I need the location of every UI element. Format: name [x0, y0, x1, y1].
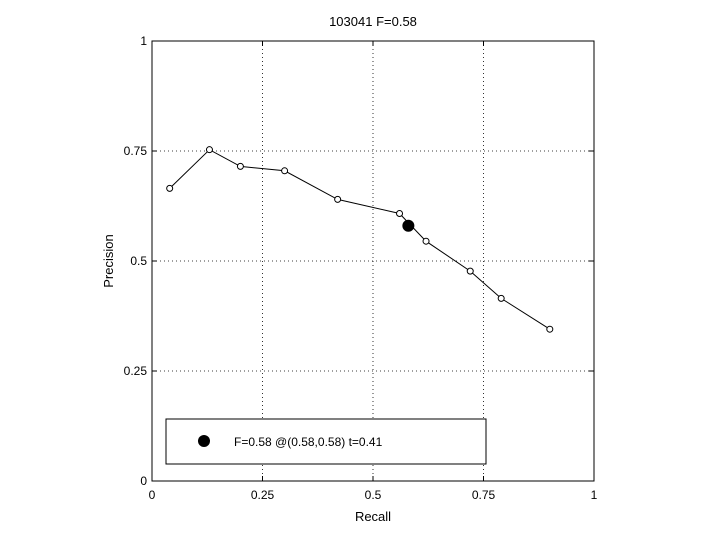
legend-marker [198, 435, 210, 447]
legend: F=0.58 @(0.58,0.58) t=0.41 [165, 418, 487, 465]
series [166, 146, 554, 333]
y-tick-label: 0.75 [124, 144, 148, 158]
legend-box [165, 418, 487, 465]
y-tick-labels: 0 0.25 0.5 0.75 1 [124, 34, 148, 488]
x-tick-label: 0.5 [365, 488, 382, 502]
optimal-point-marker [402, 219, 415, 232]
x-tick-label: 1 [591, 488, 598, 502]
y-tick-label: 0 [140, 474, 147, 488]
data-point [466, 267, 474, 275]
x-tick-label: 0.25 [251, 488, 275, 502]
y-axis-label: Precision [101, 234, 116, 287]
data-point [422, 237, 430, 245]
data-point [546, 325, 554, 333]
data-point [236, 162, 244, 170]
data-point [205, 146, 213, 154]
x-tick-labels: 0 0.25 0.5 0.75 1 [149, 488, 598, 502]
plot-frame [151, 40, 595, 482]
chart-title: 103041 F=0.58 [329, 14, 417, 29]
data-point [166, 184, 174, 192]
grid [152, 41, 594, 481]
y-tick-label: 0.5 [130, 254, 147, 268]
x-tick-label: 0 [149, 488, 156, 502]
legend-text: F=0.58 @(0.58,0.58) t=0.41 [234, 435, 383, 449]
data-point [497, 294, 505, 302]
x-tick-label: 0.75 [472, 488, 496, 502]
data-point [396, 209, 404, 217]
y-tick-label: 0.25 [124, 364, 148, 378]
data-point [281, 167, 289, 175]
x-axis-label: Recall [355, 509, 391, 524]
y-tick-label: 1 [140, 34, 147, 48]
series-line [169, 149, 551, 330]
data-point [334, 195, 342, 203]
highlight [402, 219, 415, 232]
